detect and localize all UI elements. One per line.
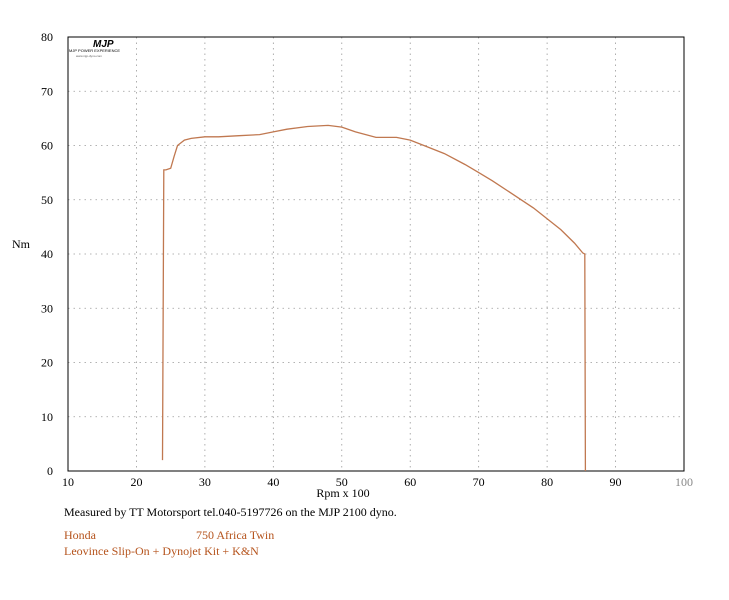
- grid-lines: [68, 37, 684, 471]
- x-tick-label: 10: [62, 475, 74, 489]
- y-tick-label: 50: [41, 193, 53, 207]
- measurement-caption: Measured by TT Motorsport tel.040-519772…: [64, 505, 397, 519]
- x-tick-label: 90: [610, 475, 622, 489]
- y-tick-label: 0: [47, 464, 53, 478]
- vehicle-make: Honda: [64, 528, 96, 542]
- x-tick-label: 30: [199, 475, 211, 489]
- y-tick-label: 10: [41, 410, 53, 424]
- y-tick-label: 80: [41, 30, 53, 44]
- y-tick-label: 30: [41, 301, 53, 315]
- x-axis-label: Rpm x 100: [316, 486, 369, 500]
- y-tick-label: 40: [41, 247, 53, 261]
- logo-line1: MJP POWER EXPERIENCE: [69, 48, 120, 53]
- logo-mark: MJP: [93, 39, 114, 50]
- x-tick-label: 60: [404, 475, 416, 489]
- logo-line2: www.mjp-dyno.com: [76, 54, 103, 58]
- y-tick-label: 20: [41, 356, 53, 370]
- y-tick-labels: 0 10 20 30 40 50 60 70 80: [41, 30, 53, 478]
- x-tick-label: 80: [541, 475, 553, 489]
- x-tick-label: 20: [130, 475, 142, 489]
- x-tick-labels: 10 20 30 40 50 60 70 80 90 100: [62, 475, 693, 489]
- x-tick-label: 40: [267, 475, 279, 489]
- x-tick-label: 50: [336, 475, 348, 489]
- y-axis-label: Nm: [12, 237, 31, 251]
- mjp-logo: MJP MJP POWER EXPERIENCE www.mjp-dyno.co…: [69, 39, 120, 58]
- torque-curve: [161, 124, 587, 472]
- x-tick-label: 70: [473, 475, 485, 489]
- plot-frame: [67, 36, 685, 472]
- vehicle-model: 750 Africa Twin: [196, 528, 275, 542]
- x-tick-label: 100: [675, 475, 693, 489]
- vehicle-modifications: Leovince Slip-On + Dynojet Kit + K&N: [64, 544, 259, 558]
- y-tick-label: 60: [41, 139, 53, 153]
- y-tick-label: 70: [41, 84, 53, 98]
